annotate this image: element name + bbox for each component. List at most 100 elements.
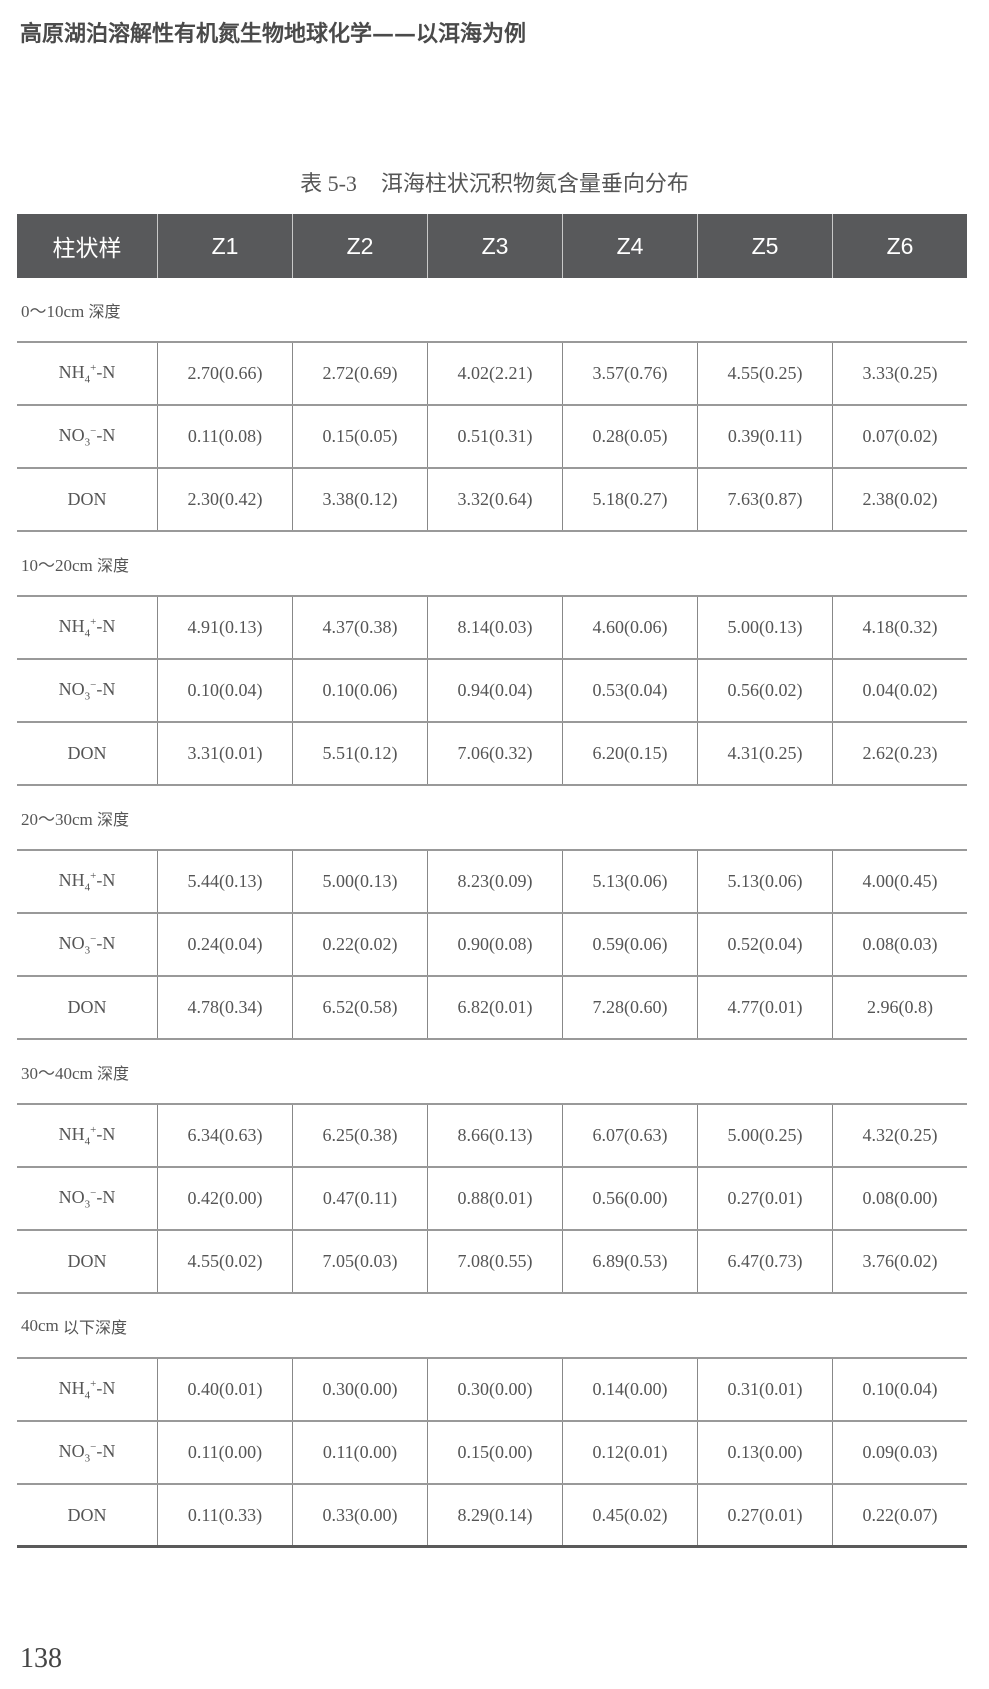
- value-cell: 5.00(0.13): [292, 851, 427, 912]
- value-cell: 3.76(0.02): [832, 1231, 967, 1292]
- value-cell: 0.09(0.03): [832, 1422, 967, 1483]
- row-label-cell: NO3−-N: [17, 1168, 157, 1229]
- value-cell: 8.66(0.13): [427, 1105, 562, 1166]
- header-cell: Z6: [832, 214, 967, 278]
- value-cell: 0.31(0.01): [697, 1359, 832, 1420]
- value-cell: 5.18(0.27): [562, 469, 697, 530]
- value-cell: 0.10(0.06): [292, 660, 427, 721]
- value-cell: 0.53(0.04): [562, 660, 697, 721]
- depth-section: 20～30cm 深度 NH4+-N 5.44(0.13) 5.00(0.13) 8.23…: [17, 786, 967, 1040]
- value-cell: 0.88(0.01): [427, 1168, 562, 1229]
- value-cell: 8.23(0.09): [427, 851, 562, 912]
- value-cell: 4.31(0.25): [697, 723, 832, 784]
- depth-label: 0～10cm 深度: [17, 278, 967, 341]
- value-cell: 0.27(0.01): [697, 1485, 832, 1545]
- species-label: NO3−-N: [58, 1186, 116, 1211]
- value-cell: 0.52(0.04): [697, 914, 832, 975]
- species-label: NO3−-N: [58, 424, 116, 449]
- value-cell: 3.32(0.64): [427, 469, 562, 530]
- page-number: 138: [20, 1643, 62, 1674]
- nitrogen-table: 柱状样 Z1 Z2 Z3 Z4 Z5 Z6 0～10cm 深度 NH4+-N 2.7…: [17, 214, 967, 1548]
- value-cell: 6.20(0.15): [562, 723, 697, 784]
- species-label: DON: [67, 1251, 107, 1271]
- row-label-cell: DON: [17, 1485, 157, 1545]
- value-cell: 0.15(0.05): [292, 406, 427, 467]
- value-cell: 7.63(0.87): [697, 469, 832, 530]
- value-cell: 0.45(0.02): [562, 1485, 697, 1545]
- table-row: NH4+-N 5.44(0.13) 5.00(0.13) 8.23(0.09) 5.13…: [17, 849, 967, 912]
- species-label: DON: [67, 1504, 107, 1525]
- value-cell: 8.29(0.14): [427, 1485, 562, 1545]
- value-cell: 2.70(0.66): [157, 343, 292, 404]
- header-cell: Z5: [697, 214, 832, 278]
- value-cell: 0.24(0.04): [157, 914, 292, 975]
- value-cell: 2.62(0.23): [832, 723, 967, 784]
- value-cell: 7.08(0.55): [427, 1231, 562, 1292]
- table-row: DON 4.78(0.34) 6.52(0.58) 6.82(0.01) 7.28(0.…: [17, 975, 967, 1040]
- value-cell: 2.38(0.02): [832, 469, 967, 530]
- value-cell: 0.27(0.01): [697, 1168, 832, 1229]
- value-cell: 5.13(0.06): [697, 851, 832, 912]
- depth-section: 30～40cm 深度 NH4+-N 6.34(0.63) 6.25(0.38) 8.66…: [17, 1040, 967, 1294]
- species-label: NO3−-N: [58, 678, 116, 703]
- value-cell: 0.30(0.00): [427, 1359, 562, 1420]
- depth-range: 30～40cm: [21, 1064, 93, 1083]
- value-cell: 0.07(0.02): [832, 406, 967, 467]
- value-cell: 0.51(0.31): [427, 406, 562, 467]
- value-cell: 0.59(0.06): [562, 914, 697, 975]
- table-row: NO3−-N 0.11(0.00) 0.11(0.00) 0.15(0.00) 0.12…: [17, 1420, 967, 1483]
- table-row: NO3−-N 0.11(0.08) 0.15(0.05) 0.51(0.31) 0.28…: [17, 404, 967, 467]
- value-cell: 0.08(0.03): [832, 914, 967, 975]
- value-cell: 8.14(0.03): [427, 597, 562, 658]
- value-cell: 0.22(0.02): [292, 914, 427, 975]
- table-number: 表 5-3: [300, 171, 357, 196]
- value-cell: 0.42(0.00): [157, 1168, 292, 1229]
- species-label: NH4+-N: [58, 869, 116, 894]
- header-cell: Z4: [562, 214, 697, 278]
- depth-section: 10～20cm 深度 NH4+-N 4.91(0.13) 4.37(0.38) 8.14…: [17, 532, 967, 786]
- value-cell: 0.10(0.04): [832, 1359, 967, 1420]
- depth-range: 0～10cm: [21, 302, 85, 321]
- table-row: NO3−-N 0.42(0.00) 0.47(0.11) 0.88(0.01) 0.56…: [17, 1166, 967, 1229]
- table-caption: 表 5-3 洱海柱状沉积物氮含量垂向分布: [0, 166, 989, 198]
- value-cell: 7.05(0.03): [292, 1231, 427, 1292]
- value-cell: 5.00(0.25): [697, 1105, 832, 1166]
- value-cell: 2.72(0.69): [292, 343, 427, 404]
- row-label-cell: DON: [17, 723, 157, 784]
- depth-text: 深度: [88, 301, 121, 321]
- species-label: NH4+-N: [58, 361, 116, 386]
- value-cell: 4.60(0.06): [562, 597, 697, 658]
- value-cell: 0.30(0.00): [292, 1359, 427, 1420]
- header-cell: 柱状样: [52, 235, 122, 261]
- table-row: DON 3.31(0.01) 5.51(0.12) 7.06(0.32) 6.20(0.…: [17, 721, 967, 786]
- value-cell: 0.11(0.08): [157, 406, 292, 467]
- row-label-cell: NO3−-N: [17, 660, 157, 721]
- species-label: NO3−-N: [58, 1440, 116, 1465]
- row-label-cell: NH4+-N: [17, 851, 157, 912]
- value-cell: 6.07(0.63): [562, 1105, 697, 1166]
- value-cell: 4.00(0.45): [832, 851, 967, 912]
- table-row: DON 2.30(0.42) 3.38(0.12) 3.32(0.64) 5.18(0.…: [17, 467, 967, 532]
- value-cell: 0.11(0.00): [292, 1422, 427, 1483]
- value-cell: 3.57(0.76): [562, 343, 697, 404]
- value-cell: 7.06(0.32): [427, 723, 562, 784]
- row-label-cell: DON: [17, 1231, 157, 1292]
- table-row: NH4+-N 6.34(0.63) 6.25(0.38) 8.66(0.13) 6.07…: [17, 1103, 967, 1166]
- value-cell: 6.89(0.53): [562, 1231, 697, 1292]
- value-cell: 0.90(0.08): [427, 914, 562, 975]
- value-cell: 0.28(0.05): [562, 406, 697, 467]
- depth-text: 深度: [97, 555, 130, 575]
- row-label-cell: NH4+-N: [17, 1359, 157, 1420]
- value-cell: 4.18(0.32): [832, 597, 967, 658]
- value-cell: 0.15(0.00): [427, 1422, 562, 1483]
- depth-text: 深度: [97, 809, 130, 829]
- header-cell: Z1: [157, 214, 292, 278]
- table-row: NH4+-N 0.40(0.01) 0.30(0.00) 0.30(0.00) 0.14…: [17, 1357, 967, 1420]
- table-body: 0～10cm 深度 NH4+-N 2.70(0.66) 2.72(0.69) 4.02(…: [17, 278, 967, 1548]
- depth-section: 40cm 以下深度 NH4+-N 0.40(0.01) 0.30(0.00) 0.30(…: [17, 1294, 967, 1548]
- depth-label: 30～40cm 深度: [17, 1040, 967, 1103]
- value-cell: 0.11(0.00): [157, 1422, 292, 1483]
- value-cell: 0.10(0.04): [157, 660, 292, 721]
- species-label: DON: [67, 997, 107, 1017]
- depth-range: 20～30cm: [21, 810, 93, 829]
